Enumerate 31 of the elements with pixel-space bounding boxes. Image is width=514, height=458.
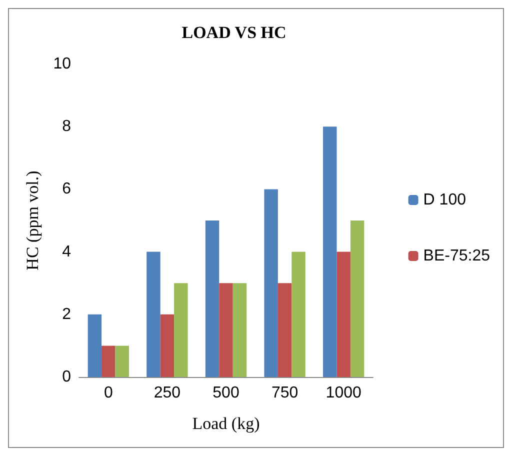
y-tick-label: 6 [62, 180, 72, 198]
bar [292, 252, 306, 377]
legend-label: D 100 [423, 192, 466, 208]
bar [278, 283, 292, 377]
y-tick-label: 0 [62, 368, 72, 386]
bar [323, 126, 337, 377]
x-tick-label: 1000 [326, 384, 362, 402]
bar [160, 314, 174, 377]
bar [264, 189, 278, 377]
bar [102, 346, 116, 377]
bar [219, 283, 233, 377]
y-tick-label: 8 [62, 118, 72, 136]
legend-label: BE-75:25 [423, 248, 490, 264]
bar [115, 346, 129, 377]
x-tick-label: 750 [271, 384, 298, 402]
bar [88, 314, 102, 377]
bar [232, 283, 247, 377]
x-tick-label: 500 [212, 384, 240, 402]
bar [174, 283, 188, 377]
y-tick-label: 4 [62, 243, 72, 260]
y-tick-label: 10 [53, 56, 72, 72]
bar [205, 220, 220, 377]
x-tick-label: 250 [154, 384, 181, 402]
bar [336, 252, 350, 377]
x-axis-title: Load (kg) [192, 414, 260, 433]
x-tick-label: 0 [104, 384, 113, 402]
y-axis-title: HC (ppm vol.) [23, 170, 42, 270]
bar [146, 252, 160, 377]
bar [350, 220, 364, 377]
y-tick-label: 2 [62, 306, 72, 323]
chart-title: LOAD VS HC [182, 23, 286, 42]
